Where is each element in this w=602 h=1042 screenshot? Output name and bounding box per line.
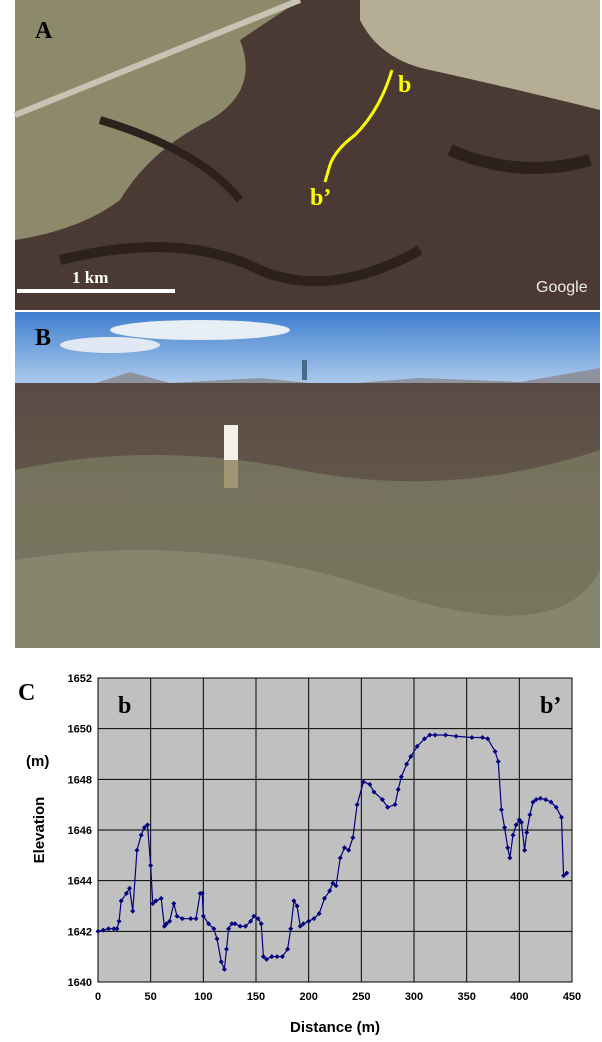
panel-label: C (18, 680, 35, 706)
y-tick-label: 1642 (68, 926, 92, 938)
y-tick-label: 1648 (68, 774, 92, 786)
y-tick-label: 1652 (68, 673, 92, 685)
annotation: b’ (540, 693, 561, 719)
attribution: Google (536, 279, 588, 296)
x-axis-label: Distance (m) (290, 1019, 380, 1036)
y-tick-label: 1650 (68, 724, 92, 736)
x-tick-label: 450 (563, 991, 581, 1003)
x-tick-label: 400 (510, 991, 528, 1003)
panel-label: A (35, 18, 53, 44)
y-tick-label: 1644 (68, 876, 93, 888)
x-tick-label: 250 (352, 991, 370, 1003)
x-tick-label: 100 (194, 991, 212, 1003)
x-tick-label: 50 (145, 991, 157, 1003)
x-tick-label: 150 (247, 991, 265, 1003)
y-axis-label: Elevation (31, 797, 48, 864)
point-label: b’ (310, 185, 331, 211)
panel-label: B (35, 325, 51, 351)
y-tick-label: 1640 (68, 977, 92, 989)
y-axis-unit: (m) (26, 753, 49, 770)
y-tick-label: 1646 (68, 825, 92, 837)
aerial-image (15, 0, 600, 310)
x-tick-label: 300 (405, 991, 423, 1003)
figure: A b b’ 1 km Google B C 1640 1642 1644 1646 1… (0, 0, 602, 1042)
x-tick-label: 200 (299, 991, 317, 1003)
x-tick-label: 0 (95, 991, 101, 1003)
point-label: b (398, 72, 411, 98)
field-photo (15, 312, 600, 648)
page: A b b’ 1 km Google B C 1640 1642 1644 1646 1… (0, 0, 602, 1042)
scale-label: 1 km (72, 268, 108, 287)
x-tick-label: 350 (457, 991, 475, 1003)
annotation: b (118, 693, 131, 719)
